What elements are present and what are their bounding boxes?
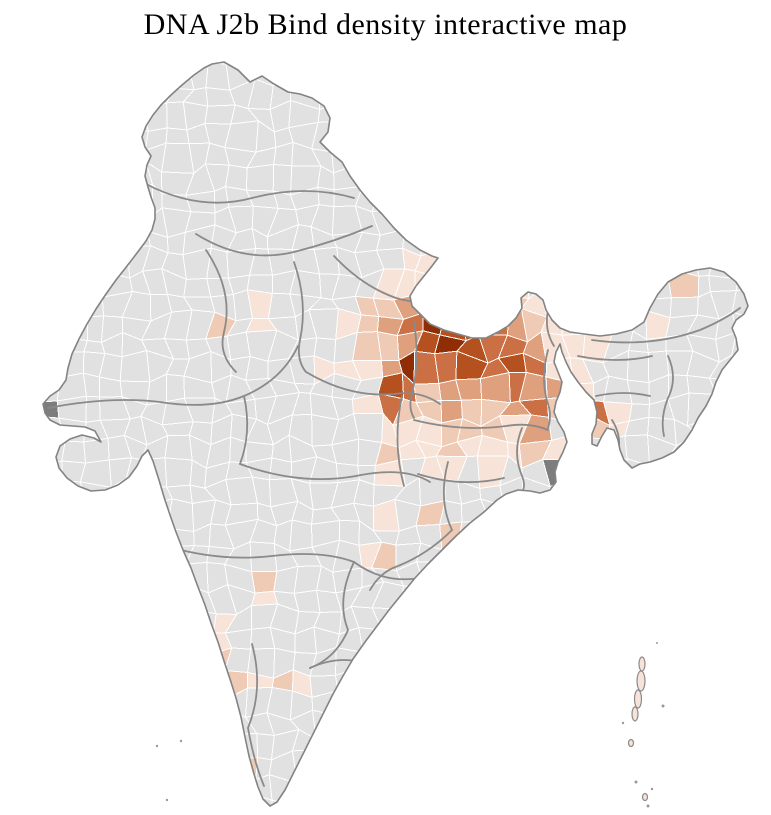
island-dot [656,642,658,644]
district-cell[interactable] [183,277,212,298]
state-border [305,371,441,405]
island[interactable] [631,706,639,722]
district-cell[interactable] [317,186,335,208]
state-border [409,321,418,419]
state-border [239,395,249,465]
island-dot [165,798,169,802]
state-border [165,545,355,563]
district-cell[interactable] [204,104,236,125]
state-border [243,345,299,397]
district-cell[interactable] [161,142,195,174]
state-border [595,392,651,397]
state-border [247,643,265,787]
state-border [145,183,355,204]
district-cell[interactable] [165,373,185,403]
state-border [413,419,549,431]
district-cell[interactable] [272,163,293,196]
district-cell[interactable] [413,382,442,404]
state-border [543,349,551,429]
district-cell[interactable] [85,395,101,423]
district-cell[interactable] [251,590,279,607]
district-cell[interactable] [335,462,360,484]
state-border [417,473,505,484]
state-border [309,561,355,669]
island[interactable] [633,689,643,709]
district-cell[interactable] [165,127,190,145]
district-cell[interactable] [434,350,458,384]
district-cell[interactable] [669,296,699,319]
andaman-nicobar-islands[interactable] [155,642,665,808]
district-cell[interactable] [82,372,100,398]
state-border [239,463,431,483]
island-dot [155,744,159,748]
island[interactable] [636,670,646,692]
state-border [205,249,237,373]
district-cell[interactable] [356,314,380,333]
island-dot [650,787,654,791]
district-cell[interactable] [293,589,321,613]
district-cell[interactable] [83,437,110,464]
state-border [369,529,453,591]
state-border [591,307,741,344]
island[interactable] [627,738,635,748]
district-cell[interactable] [164,457,193,488]
district-cell[interactable] [245,355,269,381]
island-dot [621,721,625,725]
island[interactable] [641,792,649,802]
district-cell[interactable] [289,519,313,552]
district-cell[interactable] [251,570,278,594]
state-border [293,261,307,373]
district-cell[interactable] [626,350,650,383]
page-title: DNA J2b Bind density interactive map [143,8,628,41]
state-border [47,395,245,409]
island-dot [646,804,650,808]
district-cell[interactable] [352,331,382,362]
island-dot [634,780,638,784]
district-cell[interactable] [164,434,193,461]
state-border [195,225,373,257]
district-cell[interactable] [225,164,248,191]
island-dot [179,739,183,743]
state-border [516,427,525,493]
state-border [661,355,674,437]
state-border [577,355,653,361]
district-cell[interactable] [245,163,275,192]
island-dot [661,704,665,708]
district-cell[interactable] [61,440,87,464]
district-cell[interactable] [289,269,322,299]
state-border [396,395,405,487]
state-border [442,461,453,531]
district-cell[interactable] [206,247,229,279]
india-outline [42,61,749,807]
district-cell[interactable] [376,331,400,361]
island[interactable] [638,656,646,672]
